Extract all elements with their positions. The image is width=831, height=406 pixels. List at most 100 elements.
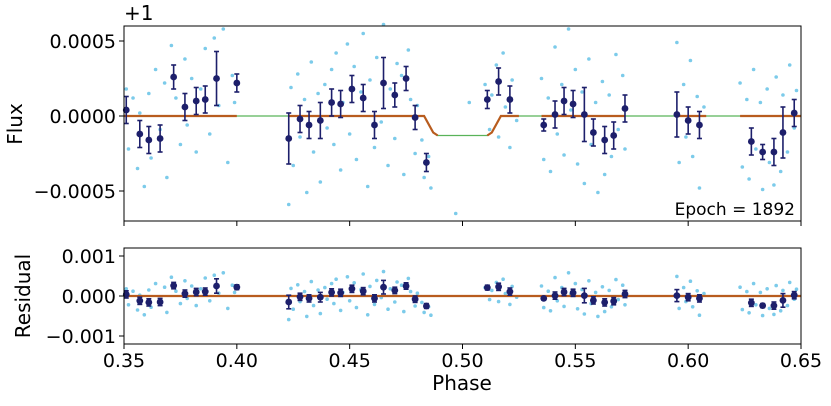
residual-raw-point	[607, 288, 611, 293]
flux-raw-point	[593, 100, 598, 105]
flux-raw-point	[386, 163, 390, 168]
flux-raw-point	[374, 55, 379, 60]
flux-raw-point	[194, 150, 199, 154]
residual-raw-point	[794, 287, 799, 292]
flux-raw-point	[137, 111, 142, 115]
flux-binned-point	[589, 129, 597, 136]
flux-raw-point	[316, 91, 320, 96]
residual-raw-point	[212, 273, 217, 278]
flux-binned-point	[305, 121, 313, 129]
flux-raw-point	[178, 142, 183, 147]
residual-raw-point	[347, 299, 352, 303]
flux-raw-point	[514, 118, 519, 123]
flux-raw-point	[681, 82, 686, 87]
residual-raw-point	[142, 313, 147, 317]
residual-binned-point	[328, 289, 336, 296]
flux-raw-point	[774, 75, 778, 79]
residual-raw-point	[194, 303, 199, 308]
residual-raw-point	[395, 280, 399, 284]
residual-raw-point	[501, 277, 505, 282]
flux-raw-point	[230, 73, 235, 78]
residual-binned-point	[402, 282, 410, 290]
residual-raw-point	[593, 290, 598, 295]
flux-raw-point	[393, 136, 397, 141]
residual-raw-point	[334, 277, 338, 282]
flux-raw-point	[483, 82, 487, 87]
flux-raw-point	[131, 96, 135, 100]
residual-raw-point	[325, 297, 329, 302]
residual-raw-point	[582, 312, 587, 316]
flux-panel: −0.0005 0.0000 0.0005 +1 Flux Epoch = 1892	[3, 1, 802, 226]
residual-raw-point	[623, 303, 627, 307]
residual-raw-point	[781, 288, 785, 293]
residual-raw-point	[553, 275, 557, 280]
residual-binned-point	[495, 283, 503, 291]
residual-raw-point	[677, 306, 681, 311]
residual-raw-point	[772, 312, 776, 317]
residual-raw-point	[675, 274, 679, 279]
flux-raw-point	[325, 126, 329, 130]
residual-binned-point	[569, 289, 577, 297]
flux-raw-point	[309, 60, 314, 64]
residual-raw-point	[230, 283, 235, 288]
residual-raw-point	[541, 305, 546, 310]
residual-raw-point	[602, 309, 607, 314]
residual-binned-point	[684, 293, 692, 301]
residual-raw-point	[388, 287, 393, 291]
flux-binned-point	[170, 73, 178, 81]
residual-raw-point	[413, 304, 417, 308]
residual-raw-point	[374, 278, 379, 283]
flux-raw-point	[548, 169, 553, 174]
flux-raw-point	[745, 97, 749, 102]
residual-raw-point	[178, 301, 183, 306]
residual-raw-point	[765, 287, 769, 291]
residual-raw-point	[338, 308, 343, 313]
flux-raw-point	[695, 94, 699, 99]
residual-raw-point	[311, 303, 316, 308]
flux-y-axis-label: Flux	[3, 103, 27, 145]
residual-raw-point	[286, 317, 291, 322]
flux-raw-point	[501, 51, 505, 55]
residual-raw-point	[702, 291, 706, 296]
residual-y-tick-label: −0.001	[46, 326, 116, 348]
flux-raw-point	[388, 87, 393, 91]
flux-raw-point	[600, 79, 605, 84]
residual-raw-point	[198, 287, 203, 291]
flux-raw-point	[359, 90, 363, 94]
residual-raw-point	[508, 302, 512, 307]
flux-raw-point	[302, 97, 307, 102]
flux-raw-point	[352, 64, 356, 69]
residual-binned-point	[540, 295, 548, 302]
flux-raw-point	[399, 73, 404, 78]
residual-binned-point	[673, 292, 681, 299]
residual-raw-point	[226, 306, 230, 311]
flux-y-ticks: −0.0005 0.0000 0.0005	[34, 31, 124, 203]
residual-binned-point	[790, 291, 798, 299]
residual-raw-point	[361, 272, 366, 276]
flux-raw-point	[203, 46, 208, 51]
residual-raw-point	[126, 303, 131, 307]
flux-binned-point	[551, 111, 559, 118]
flux-raw-point	[494, 63, 499, 67]
residual-raw-point	[207, 299, 212, 303]
flux-binned-point	[192, 97, 200, 105]
residual-raw-point	[751, 281, 756, 286]
residual-raw-point	[291, 307, 296, 312]
flux-raw-point	[453, 211, 458, 216]
residual-binned-point	[305, 295, 313, 302]
flux-raw-point	[778, 169, 783, 174]
flux-raw-point	[413, 151, 417, 156]
flux-binned-point	[145, 136, 153, 144]
flux-raw-point	[422, 175, 426, 180]
flux-raw-point	[169, 43, 174, 48]
flux-raw-point	[684, 135, 688, 139]
flux-x-ticks	[123, 221, 802, 226]
residual-raw-point	[203, 276, 208, 280]
flux-raw-point	[323, 82, 327, 87]
flux-binned-point	[359, 94, 367, 102]
flux-raw-point	[767, 160, 772, 165]
residual-raw-point	[747, 311, 751, 315]
flux-raw-point	[487, 127, 492, 132]
